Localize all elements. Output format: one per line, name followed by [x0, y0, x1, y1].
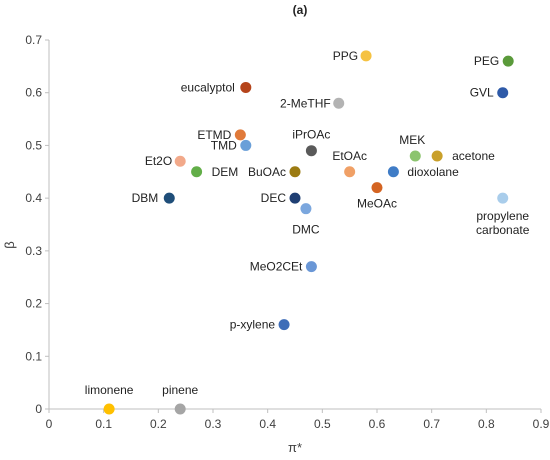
x-tick-label: 0.7	[423, 417, 440, 431]
x-tick-label: 0.1	[95, 417, 112, 431]
point-label-2-methf: 2-MeTHF	[280, 96, 331, 110]
point-label-propylene-carbonate: propylene carbonate	[476, 209, 530, 237]
point-label-tmd: TMD	[211, 138, 237, 152]
x-axis-ticks: 0 0.1 0.2 0.3 0.4 0.5 0.6 0.7 0.8 0.9	[46, 409, 550, 431]
chart-title: (a)	[293, 3, 308, 17]
data-point-dec	[289, 192, 301, 204]
x-tick-label: 0.3	[205, 417, 222, 431]
x-tick-label: 0.4	[259, 417, 276, 431]
y-tick-label: 0.2	[25, 297, 42, 311]
data-point-pinene	[174, 403, 186, 415]
data-point-iproac	[305, 145, 317, 157]
y-axis-ticks: 0 0.1 0.2 0.3 0.4 0.5 0.6 0.7	[25, 33, 49, 416]
point-label-meo2cet: MeO2CEt	[250, 260, 303, 274]
point-label-pinene: pinene	[162, 383, 198, 397]
y-tick-label: 0.3	[25, 244, 42, 258]
y-tick-label: 0.6	[25, 86, 42, 100]
y-tick-label: 0.7	[25, 33, 42, 47]
data-point-tmd	[240, 139, 252, 151]
x-tick-label: 0	[46, 417, 53, 431]
point-label-iproac: iPrOAc	[292, 128, 330, 142]
x-tick-label: 0.8	[478, 417, 495, 431]
point-label-et2o: Et2O	[145, 154, 172, 168]
data-point-acetone	[431, 150, 443, 162]
data-point-peg	[502, 55, 514, 67]
y-tick-label: 0.4	[25, 191, 42, 205]
point-label-eucalyptol: eucalyptol	[181, 80, 235, 94]
x-tick-label: 0.9	[533, 417, 550, 431]
point-label-dioxolane: dioxolane	[407, 165, 459, 179]
data-point-et2o	[174, 155, 186, 167]
data-point-meoac	[371, 182, 383, 194]
y-axis-title: β	[2, 241, 17, 248]
data-point-2-methf	[333, 97, 345, 109]
data-point-propylene-carbonate	[497, 192, 509, 204]
point-label-mek: MEK	[399, 133, 425, 147]
x-tick-label: 0.2	[150, 417, 167, 431]
x-axis-title: π*	[288, 440, 302, 455]
x-tick-label: 0.5	[314, 417, 331, 431]
x-tick-label: 0.6	[369, 417, 386, 431]
point-label-dem: DEM	[212, 165, 239, 179]
point-label-buoac: BuOAc	[248, 165, 286, 179]
data-point-etmd	[234, 129, 246, 141]
data-point-meo2cet	[305, 261, 317, 273]
data-point-dem	[191, 166, 203, 178]
data-points	[103, 50, 514, 415]
point-label-etoac: EtOAc	[332, 149, 367, 163]
point-label-dbm: DBM	[132, 191, 159, 205]
data-point-mek	[409, 150, 421, 162]
point-label-acetone: acetone	[452, 149, 495, 163]
data-point-dmc	[300, 203, 312, 215]
point-label-meoac: MeOAc	[357, 197, 397, 211]
data-point-dioxolane	[387, 166, 399, 178]
data-point-p-xylene	[278, 319, 290, 331]
point-label-dec: DEC	[261, 191, 287, 205]
data-point-ppg	[360, 50, 372, 62]
point-label-gvl: GVL	[470, 86, 494, 100]
data-point-limonene	[103, 403, 115, 415]
y-tick-label: 0.1	[25, 349, 42, 363]
y-tick-label: 0.5	[25, 138, 42, 152]
data-point-gvl	[497, 87, 509, 99]
point-label-peg: PEG	[474, 54, 499, 68]
axes	[48, 40, 541, 410]
data-point-eucalyptol	[240, 81, 252, 93]
point-label-limonene: limonene	[85, 383, 134, 397]
point-label-etmd: ETMD	[197, 128, 231, 142]
data-point-etoac	[344, 166, 356, 178]
data-point-buoac	[289, 166, 301, 178]
point-label-dmc: DMC	[292, 223, 320, 237]
data-point-dbm	[163, 192, 175, 204]
y-tick-label: 0	[35, 402, 42, 416]
point-label-ppg: PPG	[333, 49, 358, 63]
point-label-p-xylene: p-xylene	[230, 318, 276, 332]
